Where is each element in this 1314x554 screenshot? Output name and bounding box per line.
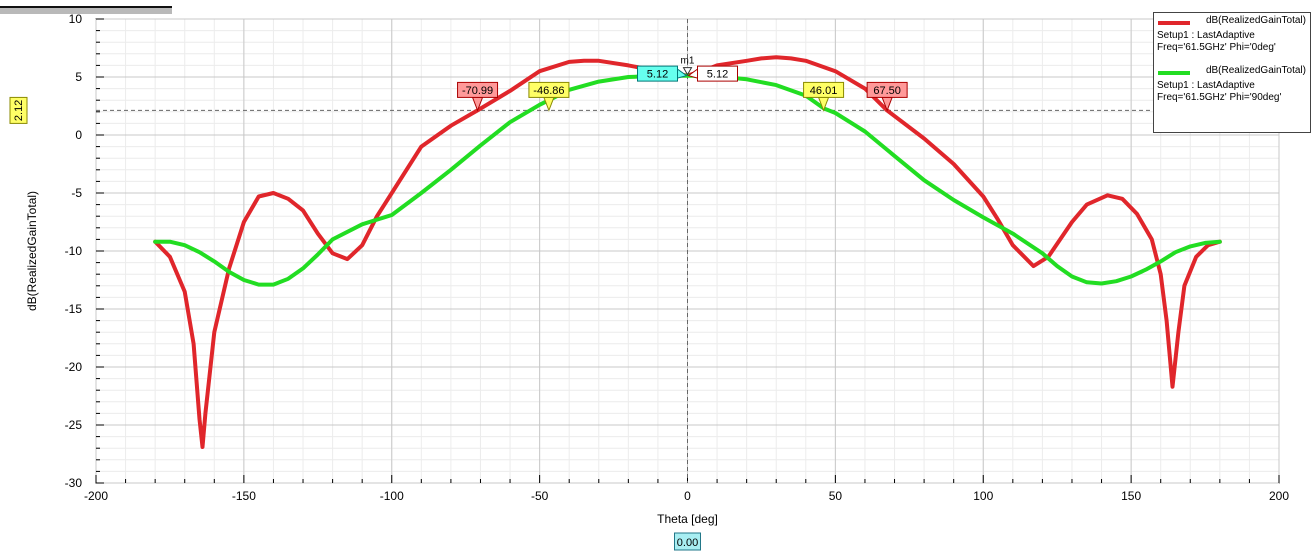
x-tick-label: -50 (531, 489, 549, 503)
x-tick-label: 100 (973, 489, 993, 503)
x-tick-label: -200 (84, 489, 108, 503)
x-tick-label: -100 (380, 489, 404, 503)
value-tag-box[interactable] (697, 65, 738, 82)
value-tag-label: -46.86 (533, 85, 564, 97)
y-tick-label: -25 (65, 418, 83, 432)
y-tick-label: 10 (69, 12, 83, 26)
value-tag-label: 67.50 (873, 85, 901, 97)
legend-series-name: dB(RealizedGainTotal) (1205, 15, 1306, 26)
cursor-crosshair[interactable]: 0.00 2.12 (9, 19, 1279, 551)
value-tag-box[interactable] (457, 81, 499, 98)
marker-triangle[interactable] (682, 67, 693, 76)
x-tick-label: 200 (1269, 489, 1289, 503)
value-tag-box[interactable] (528, 81, 570, 98)
y-axis-ticks: 10 5 0 -5 -10 -15 -20 -25 -30 (65, 12, 104, 490)
marker-label: m1 (681, 56, 695, 67)
legend-freq: Freq='61.5GHz' Phi='0deg' (1157, 42, 1276, 53)
marker-layer[interactable]: m1 (681, 56, 695, 76)
cursor-y-readout: 2.12 (13, 100, 25, 121)
x-tick-label: 0 (684, 489, 691, 503)
window-edge-line (0, 6, 172, 8)
legend-setup: Setup1 : LastAdaptive (1157, 80, 1255, 91)
value-tag-label: 46.01 (810, 85, 838, 97)
y-tick-label: 0 (75, 128, 82, 142)
value-tag-box[interactable] (803, 81, 845, 98)
cursor-y-readout-box[interactable] (9, 96, 28, 124)
y-axis-label: dB(RealizedGainTotal) (25, 191, 39, 311)
value-tag-label: 5.12 (707, 69, 728, 81)
value-tag-label: 5.12 (647, 69, 668, 81)
legend-swatch-red (1158, 21, 1190, 25)
legend-series-name: dB(RealizedGainTotal) (1205, 65, 1306, 76)
x-axis-ticks: -200 -150 -100 -50 0 50 100 150 200 (84, 475, 1289, 503)
legend-box[interactable]: dB(RealizedGainTotal) Setup1 : LastAdapt… (1153, 12, 1311, 133)
cursor-x-readout: 0.00 (677, 537, 698, 549)
y-tick-label: -30 (65, 476, 83, 490)
legend-setup: Setup1 : LastAdaptive (1157, 30, 1255, 41)
x-axis-label: Theta [deg] (657, 512, 718, 526)
x-tick-label: 150 (1121, 489, 1141, 503)
legend-swatch-green (1158, 71, 1190, 75)
y-tick-label: 5 (75, 70, 82, 84)
value-tag-label: -70.99 (462, 85, 493, 97)
x-tick-label: 50 (829, 489, 843, 503)
x-tick-label: -150 (232, 489, 256, 503)
window-edge-bar (0, 8, 172, 14)
y-tick-label: -5 (71, 186, 82, 200)
y-tick-label: -10 (65, 244, 83, 258)
value-tags[interactable]: -70.99 -46.86 5.12 5.12 46.01 67.50 (457, 65, 908, 112)
value-tag-box[interactable] (866, 81, 908, 98)
cursor-x-readout-box[interactable] (674, 532, 701, 551)
value-tag-box[interactable] (637, 65, 678, 82)
y-tick-label: -20 (65, 360, 83, 374)
legend-freq: Freq='61.5GHz' Phi='90deg' (1157, 92, 1282, 103)
y-tick-label: -15 (65, 302, 83, 316)
